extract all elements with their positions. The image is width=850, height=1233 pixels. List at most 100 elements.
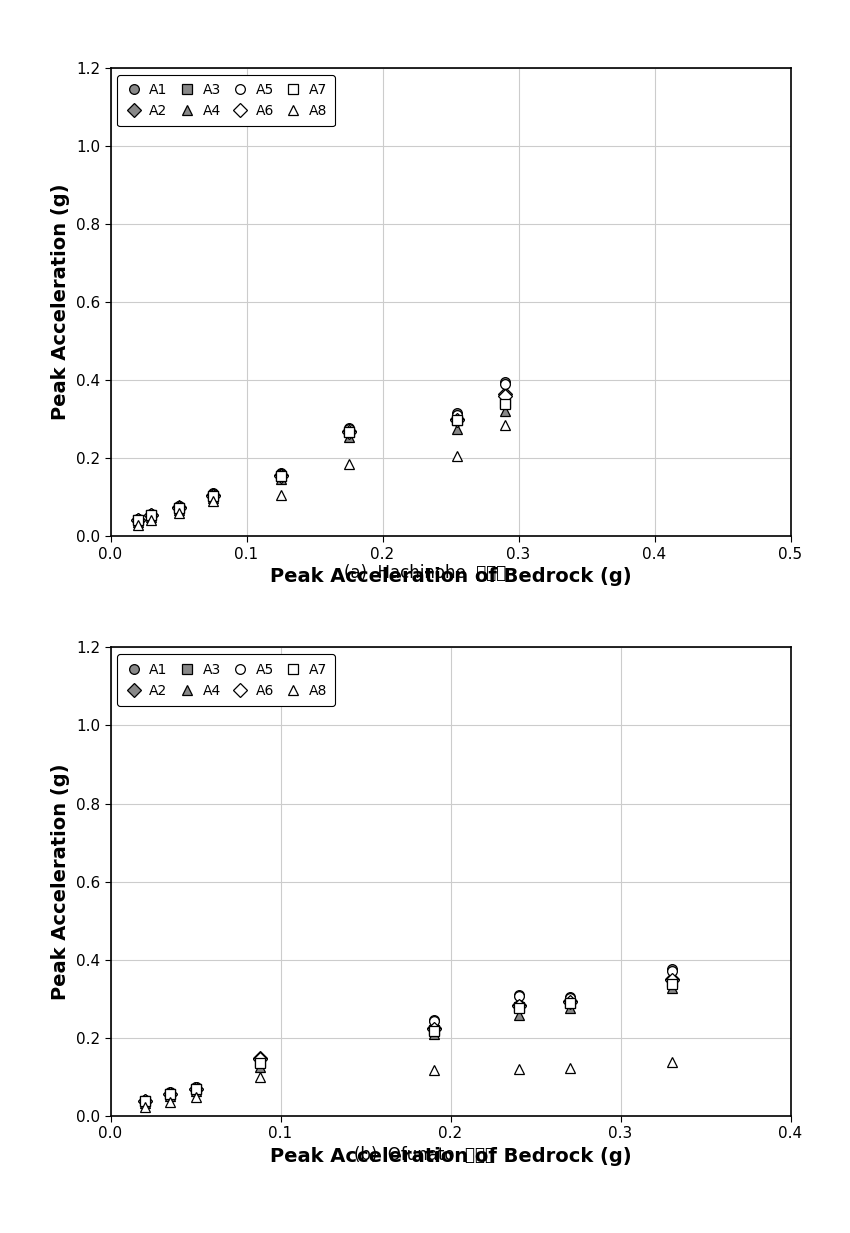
A8	[564, 1060, 575, 1075]
A3	[452, 413, 462, 428]
A7	[513, 1001, 524, 1016]
A2	[452, 412, 462, 427]
A6	[173, 501, 184, 515]
A6	[564, 995, 575, 1010]
A1	[666, 962, 677, 977]
A1	[513, 988, 524, 1002]
A3	[133, 513, 143, 528]
A5	[190, 1080, 201, 1095]
A3	[165, 1088, 175, 1102]
A5	[428, 1014, 439, 1028]
A4	[139, 1095, 150, 1110]
A8	[139, 1100, 150, 1115]
A4	[428, 1026, 439, 1041]
A1	[343, 420, 354, 435]
A2	[139, 1094, 150, 1108]
A2	[513, 997, 524, 1012]
A1	[452, 406, 462, 420]
A8	[666, 1054, 677, 1069]
A6	[343, 424, 354, 439]
A5	[207, 487, 218, 502]
A3	[139, 1094, 150, 1108]
Line: A7: A7	[139, 979, 677, 1106]
A8	[190, 1090, 201, 1105]
A2	[165, 1086, 175, 1101]
A4	[146, 509, 156, 524]
A3	[255, 1054, 265, 1069]
A4	[165, 1089, 175, 1104]
A8	[173, 506, 184, 520]
A3	[428, 1022, 439, 1037]
Line: A7: A7	[133, 399, 510, 525]
Line: A6: A6	[133, 391, 510, 525]
Line: A5: A5	[133, 380, 510, 524]
A6	[452, 413, 462, 428]
A6	[666, 973, 677, 988]
A4	[255, 1059, 265, 1074]
A7	[146, 508, 156, 523]
A5	[165, 1085, 175, 1100]
A2	[564, 994, 575, 1009]
A4	[133, 514, 143, 529]
A5	[133, 512, 143, 526]
A1	[275, 466, 286, 481]
A3	[275, 469, 286, 483]
A1	[428, 1012, 439, 1027]
A2	[666, 972, 677, 986]
A5	[513, 988, 524, 1002]
A6	[428, 1022, 439, 1037]
A2	[133, 512, 143, 526]
Text: (b)  Ofunato  지진파: (b) Ofunato 지진파	[354, 1147, 496, 1164]
Line: A2: A2	[139, 974, 677, 1106]
A6	[139, 1094, 150, 1108]
Line: A1: A1	[133, 377, 510, 524]
A8	[133, 518, 143, 533]
A8	[207, 493, 218, 508]
A7	[452, 413, 462, 428]
A4	[343, 429, 354, 444]
A1	[255, 1054, 265, 1069]
A1	[133, 512, 143, 526]
A7	[564, 996, 575, 1011]
Legend: A1, A2, A3, A4, A5, A6, A7, A8: A1, A2, A3, A4, A5, A6, A7, A8	[117, 75, 335, 126]
A5	[452, 407, 462, 422]
A1	[564, 989, 575, 1004]
A6	[207, 488, 218, 503]
Line: A4: A4	[139, 983, 677, 1107]
A2	[173, 501, 184, 515]
A7	[428, 1023, 439, 1038]
A8	[255, 1069, 265, 1084]
A7	[133, 513, 143, 528]
A6	[500, 388, 510, 403]
A1	[500, 375, 510, 390]
A5	[500, 377, 510, 392]
A2	[500, 386, 510, 401]
Line: A5: A5	[139, 965, 677, 1106]
A6	[133, 513, 143, 528]
A7	[255, 1055, 265, 1070]
Line: A1: A1	[139, 964, 677, 1105]
Y-axis label: Peak Acceleration (g): Peak Acceleration (g)	[51, 763, 71, 1000]
A5	[255, 1054, 265, 1069]
A6	[190, 1081, 201, 1096]
A2	[255, 1051, 265, 1065]
A8	[343, 456, 354, 471]
A1	[165, 1085, 175, 1100]
Line: A6: A6	[139, 975, 677, 1106]
A5	[343, 422, 354, 436]
A3	[173, 501, 184, 515]
A8	[513, 1062, 524, 1076]
A2	[146, 508, 156, 523]
A7	[343, 424, 354, 439]
A7	[139, 1094, 150, 1108]
A2	[190, 1081, 201, 1096]
Text: (a)  Hachinohe  지진파: (a) Hachinohe 지진파	[344, 565, 506, 582]
A3	[190, 1081, 201, 1096]
A1	[207, 486, 218, 501]
A1	[190, 1079, 201, 1094]
Line: A2: A2	[133, 388, 510, 524]
A5	[666, 963, 677, 978]
A4	[173, 502, 184, 517]
A8	[428, 1063, 439, 1078]
A7	[173, 501, 184, 515]
